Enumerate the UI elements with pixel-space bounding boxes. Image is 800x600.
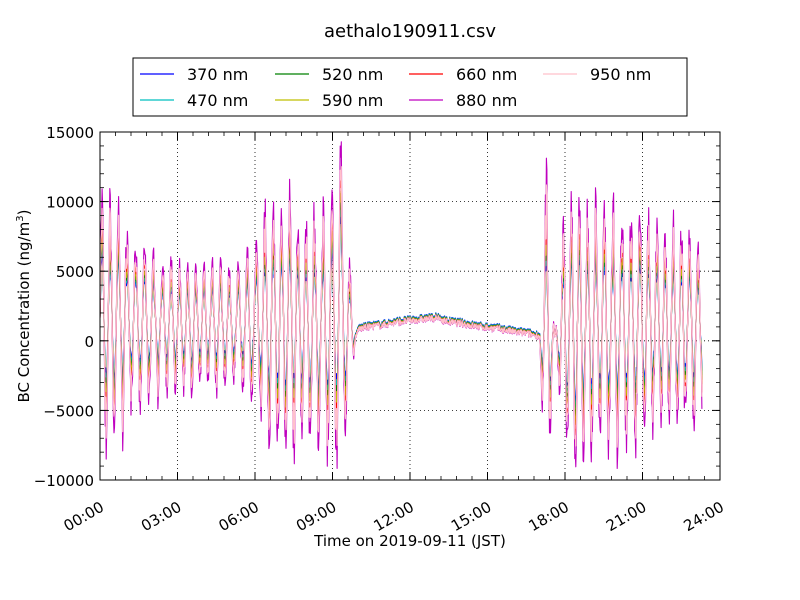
legend: 370 nm 470 nm 520 nm 590 nm 660 nm 880 nm 950 …	[132, 57, 688, 117]
legend-label: 470 nm	[187, 91, 248, 110]
y-tick-label: 0	[84, 333, 94, 351]
y-tick-labels: −10000 −5000 0 5000 10000 15000	[34, 124, 94, 490]
chart-title: aethalo190911.csv	[324, 21, 496, 42]
legend-label: 660 nm	[456, 65, 517, 84]
y-axis-label-main: BC Concentration (ng/m	[15, 222, 33, 403]
x-tick-label: 18:00	[526, 498, 572, 535]
x-axis-label: Time on 2019-09-11 (JST)	[313, 532, 506, 550]
y-tick-label: 10000	[46, 194, 94, 212]
x-tick-label: 12:00	[371, 498, 417, 535]
x-tick-label: 09:00	[293, 498, 339, 535]
series-line-950-nm	[100, 166, 703, 448]
x-tick-label: 03:00	[138, 498, 184, 535]
x-tick-label: 15:00	[448, 498, 494, 535]
x-tick-label: 21:00	[603, 498, 649, 535]
x-tick-labels: 00:00 03:00 06:00 09:00 12:00 15:00 18:00 21:00…	[61, 498, 727, 535]
legend-label: 520 nm	[322, 65, 383, 84]
y-tick-label: 5000	[56, 263, 94, 281]
y-axis-label-close: )	[15, 210, 33, 216]
legend-label: 590 nm	[322, 91, 383, 110]
legend-label: 880 nm	[456, 91, 517, 110]
legend-label: 370 nm	[187, 65, 248, 84]
ticks	[99, 131, 721, 481]
y-axis-label: BC Concentration (ng/m3)	[15, 210, 33, 403]
y-axis-label-superscript: 3	[15, 215, 26, 221]
y-tick-label: −5000	[43, 402, 94, 420]
x-tick-label: 00:00	[61, 498, 107, 535]
x-tick-label: 24:00	[681, 498, 727, 535]
y-tick-label: −10000	[34, 472, 94, 490]
x-tick-label: 06:00	[216, 498, 262, 535]
legend-frame	[132, 57, 688, 117]
series-layer	[100, 141, 703, 470]
legend-label: 950 nm	[590, 65, 651, 84]
y-tick-label: 15000	[46, 124, 94, 142]
